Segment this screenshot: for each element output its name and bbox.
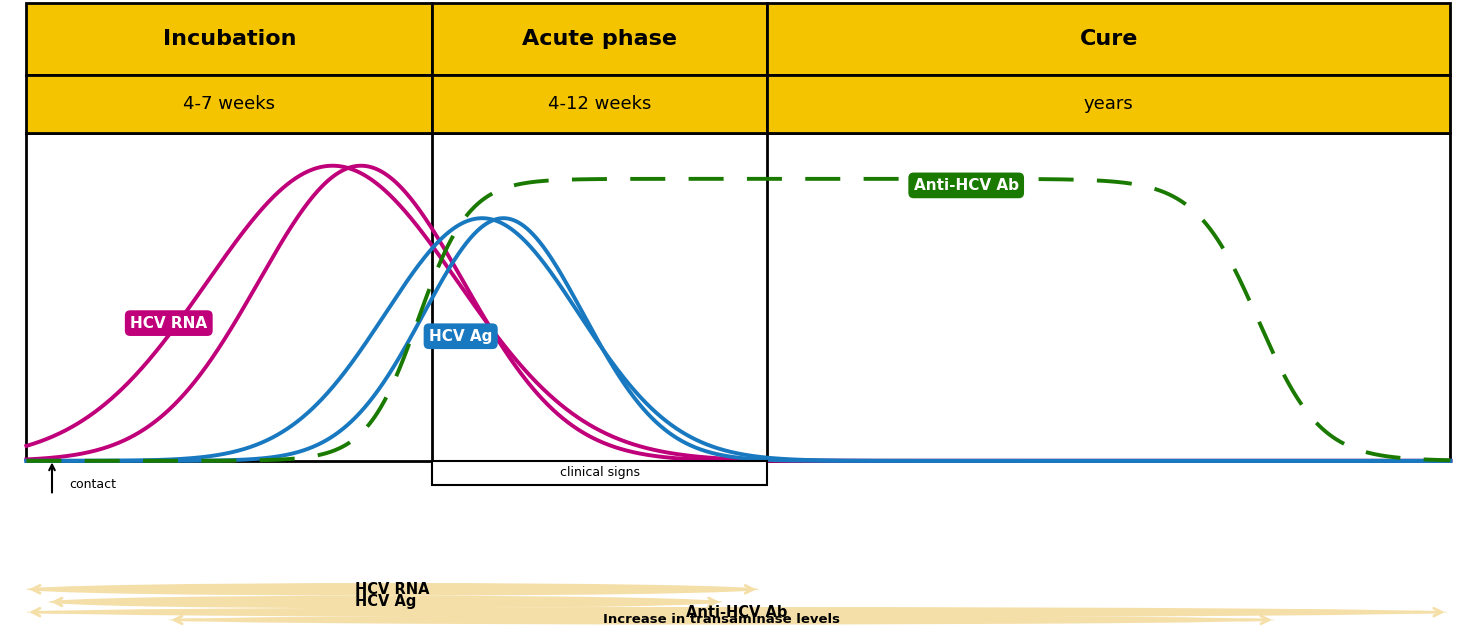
Text: HCV Ag: HCV Ag bbox=[355, 594, 416, 609]
Bar bbox=[432, 461, 766, 485]
Bar bbox=[26, 75, 432, 133]
Text: years: years bbox=[1084, 95, 1134, 113]
Text: contact: contact bbox=[69, 478, 117, 491]
Bar bbox=[432, 75, 766, 133]
Bar bbox=[766, 75, 1450, 133]
Text: Anti-HCV Ab: Anti-HCV Ab bbox=[914, 178, 1018, 193]
Text: Cure: Cure bbox=[1080, 29, 1138, 49]
Text: Anti-HCV Ab: Anti-HCV Ab bbox=[686, 604, 788, 619]
Text: Increase in transaminase levels: Increase in transaminase levels bbox=[604, 613, 839, 626]
Ellipse shape bbox=[26, 583, 759, 596]
Text: 4-12 weeks: 4-12 weeks bbox=[548, 95, 652, 113]
Text: Acute phase: Acute phase bbox=[522, 29, 677, 49]
Text: Incubation: Incubation bbox=[163, 29, 296, 49]
Bar bbox=[766, 3, 1450, 75]
Text: HCV Ag: HCV Ag bbox=[429, 329, 492, 344]
Text: HCV RNA: HCV RNA bbox=[130, 315, 208, 330]
Text: 4-7 weeks: 4-7 weeks bbox=[183, 95, 275, 113]
Bar bbox=[26, 133, 1450, 461]
Bar bbox=[26, 3, 432, 75]
Ellipse shape bbox=[48, 596, 722, 608]
Ellipse shape bbox=[26, 607, 1447, 618]
Bar bbox=[432, 3, 766, 75]
Ellipse shape bbox=[168, 615, 1275, 624]
Text: clinical signs: clinical signs bbox=[560, 466, 640, 479]
Text: HCV RNA: HCV RNA bbox=[356, 582, 429, 597]
